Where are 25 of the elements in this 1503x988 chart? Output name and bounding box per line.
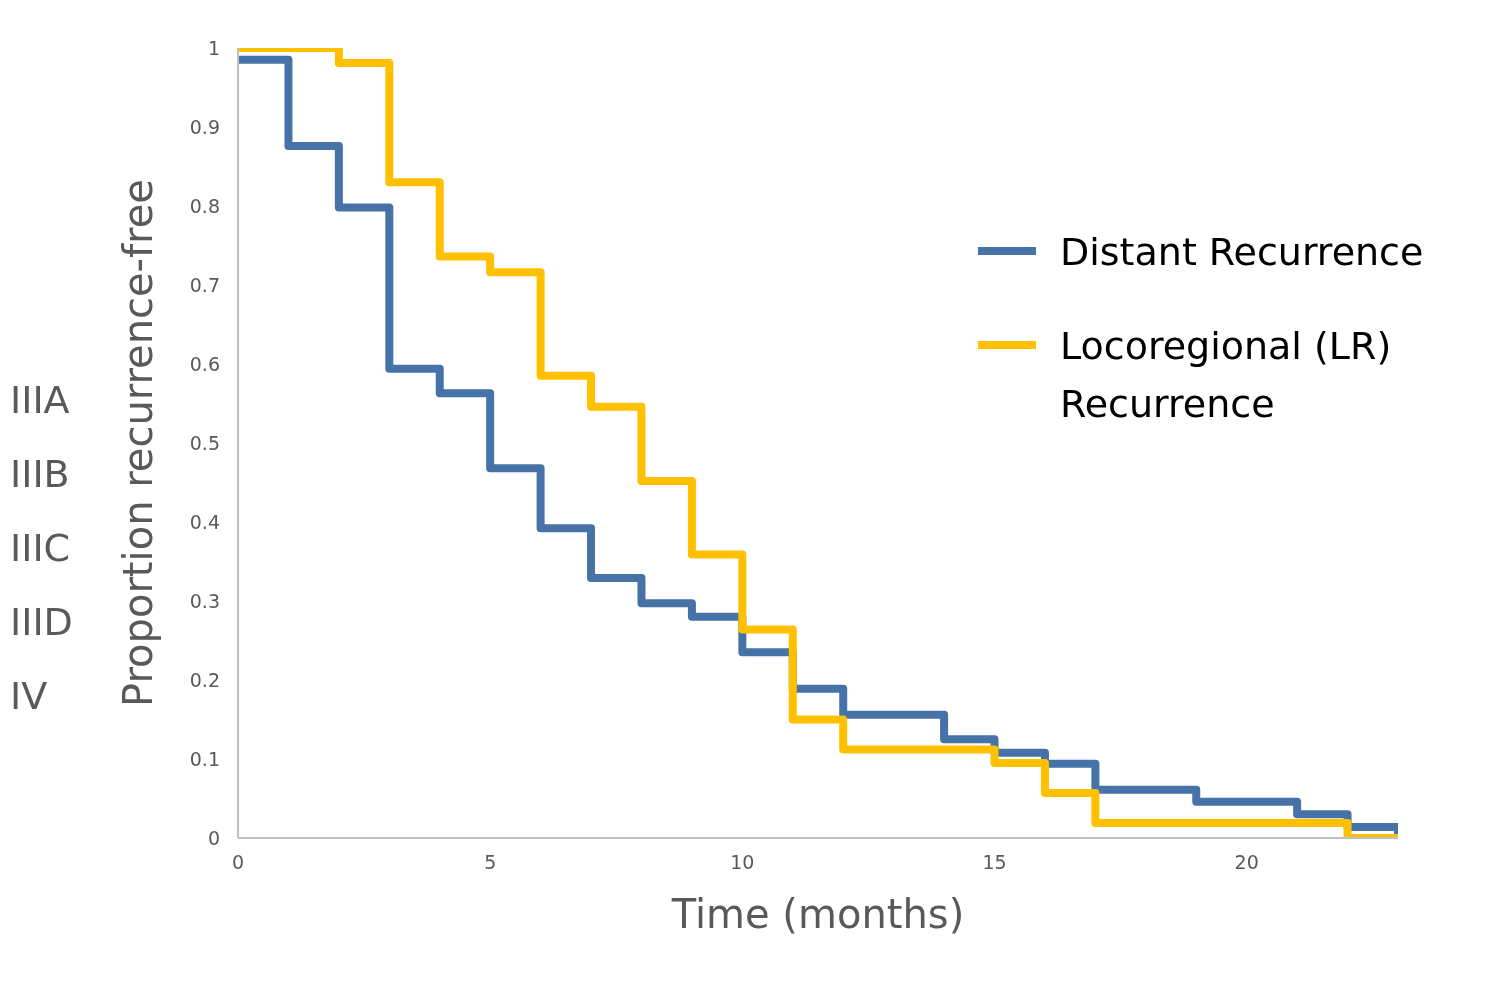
text: IIIC <box>10 525 72 572</box>
x-tick-label: 15 <box>982 851 1007 874</box>
y-tick-label: 0 <box>207 826 220 849</box>
y-tick-label: 1 <box>207 36 220 59</box>
y-tick-label: 0.4 <box>189 510 220 533</box>
x-tick-label: 10 <box>730 851 755 874</box>
y-tick-label: 0.8 <box>189 194 220 217</box>
x-tick-label: 0 <box>231 851 245 874</box>
legend-label: Locoregional (LR) Recurrence <box>1060 323 1393 428</box>
text: IIIB <box>10 451 71 498</box>
y-tick-label: 0.7 <box>189 273 220 296</box>
x-tick-label: 5 <box>484 851 497 874</box>
y-tick-label: 0.6 <box>189 352 220 375</box>
x-tick-label: 20 <box>1234 851 1259 874</box>
y-tick-label: 0.9 <box>189 115 220 138</box>
y-tick-label: 0.5 <box>189 431 220 454</box>
x-axis-title: Time (months) <box>670 891 965 937</box>
legend-label: Distant Recurrence <box>1060 229 1424 276</box>
y-tick-label: 0.2 <box>189 668 220 691</box>
y-tick-label: 0.3 <box>189 589 220 612</box>
text: IIIA <box>10 377 71 424</box>
text: IV <box>10 673 49 720</box>
y-tick-label: 0.1 <box>189 747 220 770</box>
y-axis-title: Proportion recurrence-free <box>115 179 162 707</box>
text: IIID <box>10 599 73 646</box>
